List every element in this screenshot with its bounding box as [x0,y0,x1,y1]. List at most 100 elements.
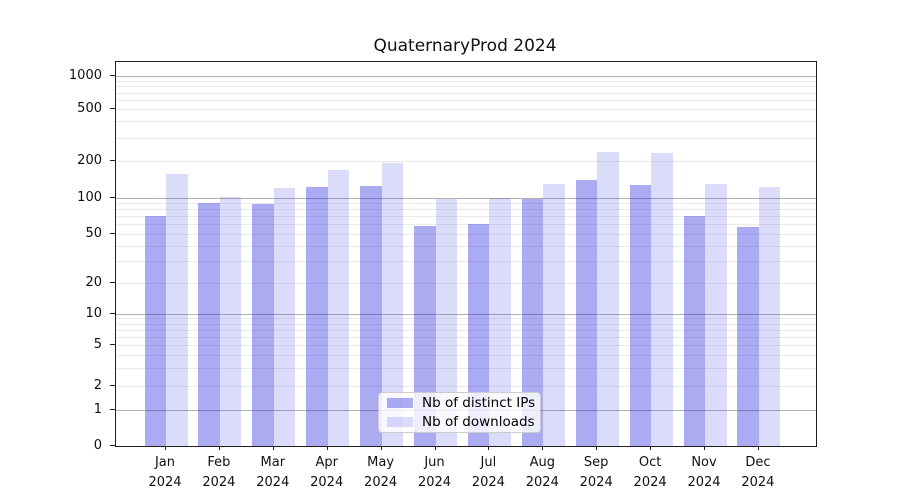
legend-label-ips: Nb of distinct IPs [422,395,536,411]
x-tick-label-jun: Jun 2024 [417,455,452,490]
gridline-minor-300 [116,137,816,139]
x-tick-label-mar: Mar 2024 [256,455,290,490]
bar-ips-jan [144,216,166,446]
y-tick-mark-200 [110,160,116,161]
x-tick-mark-nov [704,446,705,450]
gridline-minor-500 [116,108,816,110]
bar-downloads-feb [219,196,242,446]
y-tick-mark-500 [110,107,116,109]
gridline-minor-8 [116,323,816,325]
x-tick-label-sep: Sep 2024 [579,455,613,490]
gridline-minor-90 [116,203,816,205]
bar-ips-nov [683,216,705,446]
gridline-minor-900 [116,80,816,82]
x-tick-label-aug: Aug 2024 [525,455,559,490]
x-tick-mark-dec [757,446,759,450]
bar-ips-oct [629,185,652,446]
gridline-minor-700 [116,92,816,94]
gridline-minor-2 [116,386,816,387]
x-tick-label-dec: Dec 2024 [741,455,775,490]
bar-downloads-jun [435,199,457,446]
y-tick-mark-10 [110,312,116,314]
legend-label-downloads: Nb of downloads [422,414,535,430]
y-tick-label-20: 20 [85,274,102,290]
chart-title: QuaternaryProd 2024 [373,36,557,56]
x-tick-mark-sep [596,446,598,450]
bar-ips-sep [575,179,598,446]
y-tick-label-1: 1 [93,402,102,418]
bar-downloads-mar [273,187,296,446]
x-tick-label-jan: Jan 2024 [148,455,182,490]
y-tick-mark-20 [110,281,116,283]
bar-downloads-aug [543,183,565,446]
x-tick-mark-aug [542,446,544,450]
legend-item-ips: Nb of distinct IPs [387,395,536,411]
bar-downloads-dec [758,187,781,446]
y-tick-mark-100 [110,196,116,198]
gridline-minor-9 [116,318,816,320]
x-tick-label-nov: Nov 2024 [687,455,721,490]
legend-swatch-downloads [387,417,413,427]
x-tick-mark-feb [218,446,220,450]
y-tick-label-0: 0 [93,437,102,453]
gridline-minor-4 [116,354,816,356]
bar-downloads-nov [705,183,727,446]
bar-ips-mar [252,204,274,446]
bar-downloads-jan [166,173,188,446]
y-tick-label-500: 500 [77,100,102,116]
gridline-minor-400 [116,121,816,123]
x-tick-mark-jul [488,446,490,450]
x-tick-mark-apr [326,446,328,450]
x-tick-label-jul: Jul 2024 [471,455,505,490]
y-tick-mark-1000 [110,74,116,76]
y-tick-label-2: 2 [93,378,102,393]
y-tick-label-200: 200 [77,153,102,168]
x-tick-label-oct: Oct 2024 [633,455,667,490]
gridline-minor-6 [116,336,816,338]
legend: Nb of distinct IPs Nb of downloads [378,392,541,433]
bar-downloads-may [381,162,404,446]
x-tick-mark-oct [650,446,652,450]
x-tick-label-may: May 2024 [364,455,398,490]
legend-swatch-ips [387,398,413,408]
bar-downloads-sep [597,151,619,446]
gridline-minor-70 [116,216,816,218]
x-tick-mark-jun [434,446,436,450]
bar-ips-may [360,186,382,446]
gridline-major-1000 [116,75,816,77]
gridline-minor-20 [116,282,816,284]
bar-ips-aug [521,199,544,446]
y-tick-label-50: 50 [85,226,102,241]
gridline-minor-40 [116,245,816,247]
y-tick-mark-2 [110,385,116,386]
gridline-minor-30 [116,261,816,263]
bar-ips-dec [737,227,759,446]
x-tick-label-feb: Feb 2024 [202,455,236,490]
y-tick-mark-50 [110,233,116,234]
bar-ips-jun [414,226,436,446]
gridline-minor-600 [116,100,816,102]
x-tick-mark-may [380,446,382,450]
y-tick-mark-0 [110,444,116,446]
x-tick-label-apr: Apr 2024 [310,455,344,490]
x-tick-mark-mar [272,446,274,450]
gridline-minor-800 [116,86,816,88]
gridline-major-10 [116,313,816,315]
y-tick-mark-5 [110,344,116,345]
gridline-minor-80 [116,209,816,211]
bar-downloads-oct [651,152,673,446]
gridline-minor-5 [116,345,816,346]
x-tick-mark-jan [165,446,166,450]
gridline-minor-7 [116,329,816,331]
bar-ips-feb [198,202,220,446]
bar-ips-apr [306,187,328,446]
bar-ips-jul [467,224,490,446]
gridline-minor-200 [116,161,816,162]
gridline-minor-50 [116,234,816,235]
y-tick-label-5: 5 [93,337,102,352]
gridline-major-100 [116,197,816,199]
legend-item-downloads: Nb of downloads [387,414,535,430]
y-tick-label-10: 10 [85,305,102,321]
plot-area [115,61,817,447]
